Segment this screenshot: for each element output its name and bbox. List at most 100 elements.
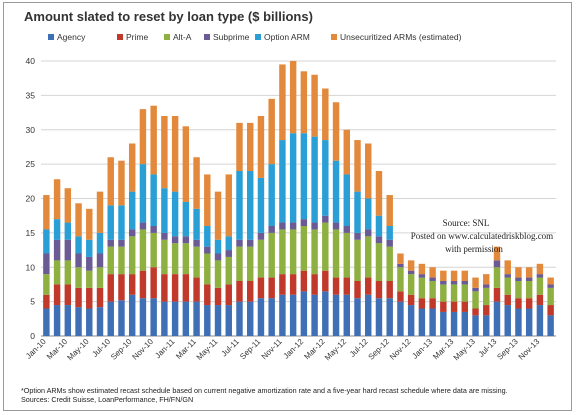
bar-segment xyxy=(139,222,147,230)
y-tick-label: 35 xyxy=(26,90,36,100)
bar-segment xyxy=(257,277,265,299)
bar-segment xyxy=(407,305,415,336)
bar-segment xyxy=(504,294,511,306)
bar-segment xyxy=(86,270,93,288)
bar-segment xyxy=(429,267,436,278)
bar-segment xyxy=(107,239,114,247)
bar-segment xyxy=(171,274,179,302)
bar-segment xyxy=(536,277,544,295)
bar-segment xyxy=(365,198,372,230)
bar-segment xyxy=(128,191,136,230)
bar-segment xyxy=(343,232,350,278)
bar-segment xyxy=(257,239,265,278)
bar-segment xyxy=(128,229,136,237)
bar-segment xyxy=(322,215,329,223)
bar-segment xyxy=(225,236,232,251)
bar-segment xyxy=(407,274,415,295)
bar-segment xyxy=(493,267,501,288)
bar-segment xyxy=(193,277,200,302)
bar-segment xyxy=(257,116,265,178)
bar-segment xyxy=(483,315,490,337)
bar-segment xyxy=(300,291,308,336)
bar-segment xyxy=(107,301,114,337)
bar-segment xyxy=(525,267,533,278)
bar-segment xyxy=(214,253,222,261)
bar-segment xyxy=(43,229,50,254)
bar-segment xyxy=(289,229,297,275)
bar-segment xyxy=(75,236,82,254)
bar-segment xyxy=(525,308,533,336)
bar-segment xyxy=(204,305,211,336)
bar-segment xyxy=(53,219,61,240)
bar-segment xyxy=(75,267,82,288)
bar-segment xyxy=(64,284,72,306)
bar-segment xyxy=(386,195,393,226)
bar-segment xyxy=(418,308,426,336)
bar-segment xyxy=(547,284,554,288)
y-tick-label: 15 xyxy=(26,228,36,238)
bar-segment xyxy=(64,188,72,223)
bar-segment xyxy=(397,301,404,337)
bar-segment xyxy=(322,140,329,216)
bar-segment xyxy=(386,239,393,247)
bar-segment xyxy=(397,253,404,264)
y-tick-label: 25 xyxy=(26,159,36,169)
bar-segment xyxy=(182,236,190,244)
bar-segment xyxy=(279,64,286,141)
bar-segment xyxy=(397,291,404,302)
bar-segment xyxy=(75,287,82,308)
bar-segment xyxy=(150,174,157,226)
footnote: *Option ARMs show estimated recast sched… xyxy=(21,386,508,395)
bar-segment xyxy=(440,270,447,281)
bar-segment xyxy=(515,281,522,299)
bar-segment xyxy=(461,311,469,336)
bar-segment xyxy=(225,256,232,285)
bar-segment xyxy=(96,267,104,288)
bar-segment xyxy=(96,232,104,254)
bar-segment xyxy=(365,229,372,237)
bar-segment xyxy=(311,222,318,230)
bar-segment xyxy=(182,126,190,202)
bar-segment xyxy=(289,133,297,223)
bar-segment xyxy=(407,270,415,275)
bar-segment xyxy=(515,298,522,309)
y-tick-label: 20 xyxy=(26,194,36,204)
bar-segment xyxy=(236,246,243,282)
bar-segment xyxy=(322,222,329,271)
bar-segment xyxy=(171,116,179,192)
y-tick-label: 5 xyxy=(30,297,35,307)
legend-swatch xyxy=(164,34,170,40)
bar-segment xyxy=(429,308,436,336)
watermark-line-1: Source: SNL xyxy=(443,218,490,228)
bar-segment xyxy=(214,239,222,254)
bar-segment xyxy=(289,294,297,336)
bar-segment xyxy=(354,281,361,299)
bar-segment xyxy=(322,270,329,292)
bar-segment xyxy=(418,298,426,309)
bar-segment xyxy=(118,205,125,240)
bar-segment xyxy=(354,298,361,336)
chart-frame: Amount slated to reset by loan type ($ b… xyxy=(3,2,572,411)
bar-segment xyxy=(418,274,426,278)
bar-segment xyxy=(536,263,544,275)
x-tick-label: Nov-10 xyxy=(130,337,155,362)
x-tick-label: Jan-10 xyxy=(24,337,48,361)
bar-segment xyxy=(279,229,286,275)
x-tick-label: May-10 xyxy=(65,337,91,363)
legend-label: Prime xyxy=(126,32,148,42)
bar-segment xyxy=(332,222,340,230)
bar-segment xyxy=(161,188,168,233)
legend-swatch xyxy=(255,34,261,40)
bar-segment xyxy=(64,239,72,261)
bar-segment xyxy=(300,219,308,227)
bar-segment xyxy=(247,122,254,172)
bar-segment xyxy=(311,274,318,295)
bar-segment xyxy=(257,177,265,233)
bar-segment xyxy=(86,239,93,257)
bar-segment xyxy=(472,308,479,316)
bar-segment xyxy=(96,191,104,233)
legend-label: Unsecuritized ARMs (estimated) xyxy=(340,32,462,42)
bar-segment xyxy=(204,284,211,306)
legend-label: Alt-A xyxy=(173,32,192,42)
bar-segment xyxy=(525,298,533,309)
